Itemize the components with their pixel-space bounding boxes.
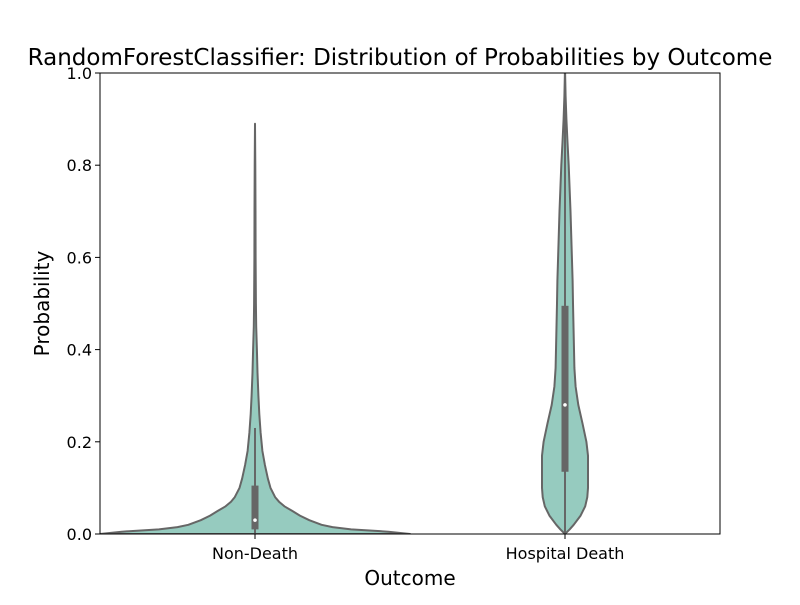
violin-iqr-box-1 [561, 305, 569, 472]
y-tick-label-3: 0.6 [67, 248, 92, 267]
violin-body-0 [100, 122, 411, 534]
axes-frame [99, 72, 721, 535]
violin-median-0 [253, 518, 257, 522]
y-tick-label-5: 1.0 [67, 64, 92, 83]
y-tick-label-0: 0.0 [67, 525, 92, 544]
y-tick-label-1: 0.2 [67, 433, 92, 452]
y-axis-label: Probability [30, 250, 54, 356]
x-tick-label-1: Hospital Death [506, 544, 625, 563]
x-axis-label: Outcome [364, 566, 455, 590]
plot-area [100, 73, 589, 534]
violins-group [100, 73, 589, 534]
y-tick-label-4: 0.8 [67, 156, 92, 175]
y-tick-label-2: 0.4 [67, 341, 92, 360]
y-axis: 0.0 0.2 0.4 0.6 0.8 1.0 [67, 64, 100, 544]
violin-median-1 [563, 403, 567, 407]
chart-title: RandomForestClassifier: Distribution of … [28, 45, 773, 71]
x-tick-label-0: Non-Death [212, 544, 298, 563]
violin-iqr-box-0 [251, 485, 259, 530]
x-axis: Non-Death Hospital Death [212, 534, 624, 563]
